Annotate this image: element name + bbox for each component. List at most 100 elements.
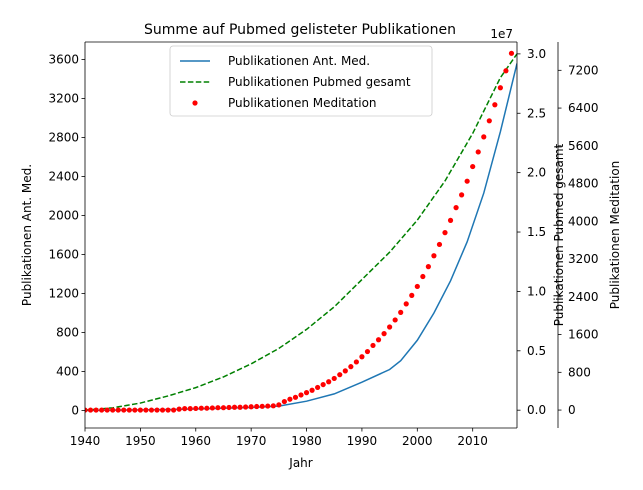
data-point bbox=[303, 390, 310, 396]
axes-layer: 1940 1950 1960 1970 1980 1990 2000 2010 Jahr 0 400… bbox=[20, 27, 622, 470]
data-point bbox=[281, 398, 287, 405]
data-point bbox=[85, 407, 88, 413]
series-line bbox=[85, 53, 517, 411]
data-point bbox=[259, 403, 265, 409]
y-right2-tick-label: 5600 bbox=[568, 139, 599, 153]
y-left-tick-label: 400 bbox=[56, 364, 79, 378]
y-left-tick-label: 2400 bbox=[48, 170, 79, 184]
data-point bbox=[287, 396, 293, 402]
data-point bbox=[187, 406, 193, 412]
data-point bbox=[359, 354, 365, 360]
y-left-tick-label: 2800 bbox=[48, 131, 79, 145]
data-point bbox=[375, 337, 382, 343]
data-point bbox=[298, 392, 304, 398]
series-3 bbox=[85, 32, 519, 413]
y-right2-tick-label: 0 bbox=[568, 403, 576, 417]
x-tick-label: 1940 bbox=[70, 434, 101, 448]
data-point bbox=[209, 405, 215, 411]
data-point bbox=[265, 403, 271, 409]
data-point bbox=[171, 407, 177, 413]
data-point bbox=[442, 230, 448, 236]
chart-title: Summe auf Pubmed gelisteter Publikatione… bbox=[144, 22, 456, 38]
data-point bbox=[132, 407, 138, 413]
x-tick-label: 1970 bbox=[236, 434, 267, 448]
data-point bbox=[237, 404, 243, 410]
data-point bbox=[353, 359, 359, 365]
y-right2-tick-label: 800 bbox=[568, 365, 591, 379]
y-right1-tick-label: 1.5 bbox=[527, 225, 546, 239]
data-point bbox=[243, 404, 249, 410]
data-point bbox=[392, 317, 398, 323]
data-point bbox=[159, 407, 166, 413]
data-point bbox=[331, 375, 337, 382]
data-point bbox=[215, 405, 221, 411]
data-point bbox=[381, 331, 387, 337]
y-right2-axis-label: Publikationen Meditation bbox=[608, 161, 622, 310]
data-point bbox=[143, 407, 149, 413]
y-left-tick-label: 3600 bbox=[48, 53, 79, 67]
x-axis-label: Jahr bbox=[288, 456, 312, 470]
data-point bbox=[182, 406, 188, 412]
data-point bbox=[508, 50, 515, 56]
y-left-tick-label: 3200 bbox=[48, 92, 79, 106]
y-right1-tick-label: 3.0 bbox=[527, 47, 546, 61]
data-point bbox=[198, 405, 204, 411]
y-right2-tick-label: 3200 bbox=[568, 252, 599, 266]
y-right1-tick-label: 2.5 bbox=[527, 106, 546, 120]
data-point bbox=[292, 394, 299, 400]
data-point bbox=[497, 85, 503, 91]
data-point bbox=[309, 387, 315, 393]
data-point bbox=[387, 324, 393, 330]
data-point bbox=[276, 402, 282, 408]
x-tick-label: 1950 bbox=[125, 434, 156, 448]
legend-label: Publikationen Meditation bbox=[228, 96, 377, 110]
data-point bbox=[326, 379, 332, 385]
data-point bbox=[364, 348, 371, 355]
legend: Publikationen Ant. Med. Publikationen Pub… bbox=[169, 45, 433, 117]
x-tick-label: 2010 bbox=[457, 434, 488, 448]
legend-box bbox=[169, 45, 433, 117]
data-point bbox=[342, 368, 348, 374]
y-right2-tick-label: 4800 bbox=[568, 177, 599, 191]
data-point bbox=[370, 342, 376, 349]
data-point bbox=[126, 407, 132, 413]
data-point bbox=[248, 404, 254, 410]
data-point bbox=[148, 407, 155, 413]
y-right1-tick-label: 0.0 bbox=[527, 403, 546, 417]
y-left-tick-label: 800 bbox=[56, 325, 79, 339]
y-right2-tick-label: 2400 bbox=[568, 290, 599, 304]
data-point bbox=[165, 407, 171, 413]
y-left-tick-label: 2000 bbox=[48, 209, 79, 223]
legend-label: Publikationen Pubmed gesamt bbox=[228, 75, 411, 89]
data-point bbox=[398, 309, 404, 315]
data-point bbox=[503, 68, 509, 74]
x-tick-label: 1990 bbox=[347, 434, 378, 448]
data-point bbox=[475, 149, 481, 155]
series-layer bbox=[85, 32, 519, 413]
x-tick-label: 1960 bbox=[180, 434, 211, 448]
data-point bbox=[481, 134, 487, 140]
data-point bbox=[137, 407, 143, 413]
data-point bbox=[470, 163, 476, 170]
data-point bbox=[115, 407, 121, 413]
x-tick-label: 1980 bbox=[291, 434, 322, 448]
data-point bbox=[193, 405, 199, 412]
y-right2-tick-label: 4000 bbox=[568, 214, 599, 228]
data-point bbox=[320, 381, 326, 388]
data-point bbox=[315, 384, 321, 391]
y-right1-tick-label: 1.0 bbox=[527, 284, 546, 298]
data-point bbox=[154, 407, 160, 413]
data-point bbox=[220, 405, 227, 411]
data-point bbox=[431, 253, 437, 259]
data-point bbox=[447, 217, 454, 223]
x-tick-label: 2000 bbox=[402, 434, 433, 448]
y-right2-tick-label: 1600 bbox=[568, 328, 599, 342]
data-point bbox=[486, 118, 492, 124]
data-point bbox=[231, 404, 238, 410]
data-point bbox=[514, 32, 519, 37]
y-right1-axis-label: Publikationen Pubmed gesamt bbox=[552, 143, 566, 326]
data-point bbox=[403, 301, 409, 307]
data-point bbox=[176, 406, 182, 412]
data-point bbox=[254, 403, 260, 410]
data-point bbox=[453, 205, 459, 211]
